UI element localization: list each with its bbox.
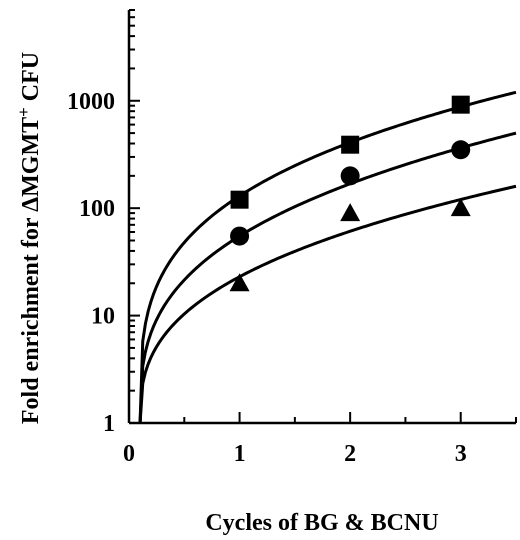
triangle-marker — [450, 198, 471, 217]
circle-marker — [230, 226, 250, 246]
y-axis-title-main: MGMT — [18, 117, 44, 197]
square-marker — [451, 95, 470, 114]
circle-marker — [451, 140, 471, 160]
y-axis-title-suffix: CFU — [18, 52, 44, 107]
x-axis-title: Cycles of BG & BCNU — [205, 510, 438, 536]
y-tick-label: 10 — [91, 304, 115, 330]
fit-curve — [138, 184, 517, 424]
x-tick-label: 1 — [234, 441, 246, 467]
y-axis-title: Fold enrichment for ΔMGMT+ CFU — [14, 52, 44, 424]
y-tick-label: 1 — [103, 411, 115, 437]
x-tick-label: 0 — [123, 441, 135, 467]
y-axis-title-superscript: + — [14, 107, 33, 117]
fit-curve — [138, 131, 517, 424]
triangle-marker — [229, 273, 250, 292]
triangle-marker — [340, 203, 361, 222]
square-marker — [341, 135, 360, 154]
y-tick-label: 1000 — [67, 89, 115, 115]
y-tick-label: 100 — [79, 196, 115, 222]
y-axis-title-prefix: Fold enrichment for — [18, 212, 44, 424]
axes — [127, 9, 517, 425]
x-tick-label: 2 — [344, 441, 356, 467]
y-axis-title-delta: Δ — [18, 197, 44, 212]
data-markers — [229, 95, 471, 292]
circle-marker — [340, 166, 360, 186]
x-tick-label: 3 — [455, 441, 467, 467]
square-marker — [230, 190, 249, 209]
